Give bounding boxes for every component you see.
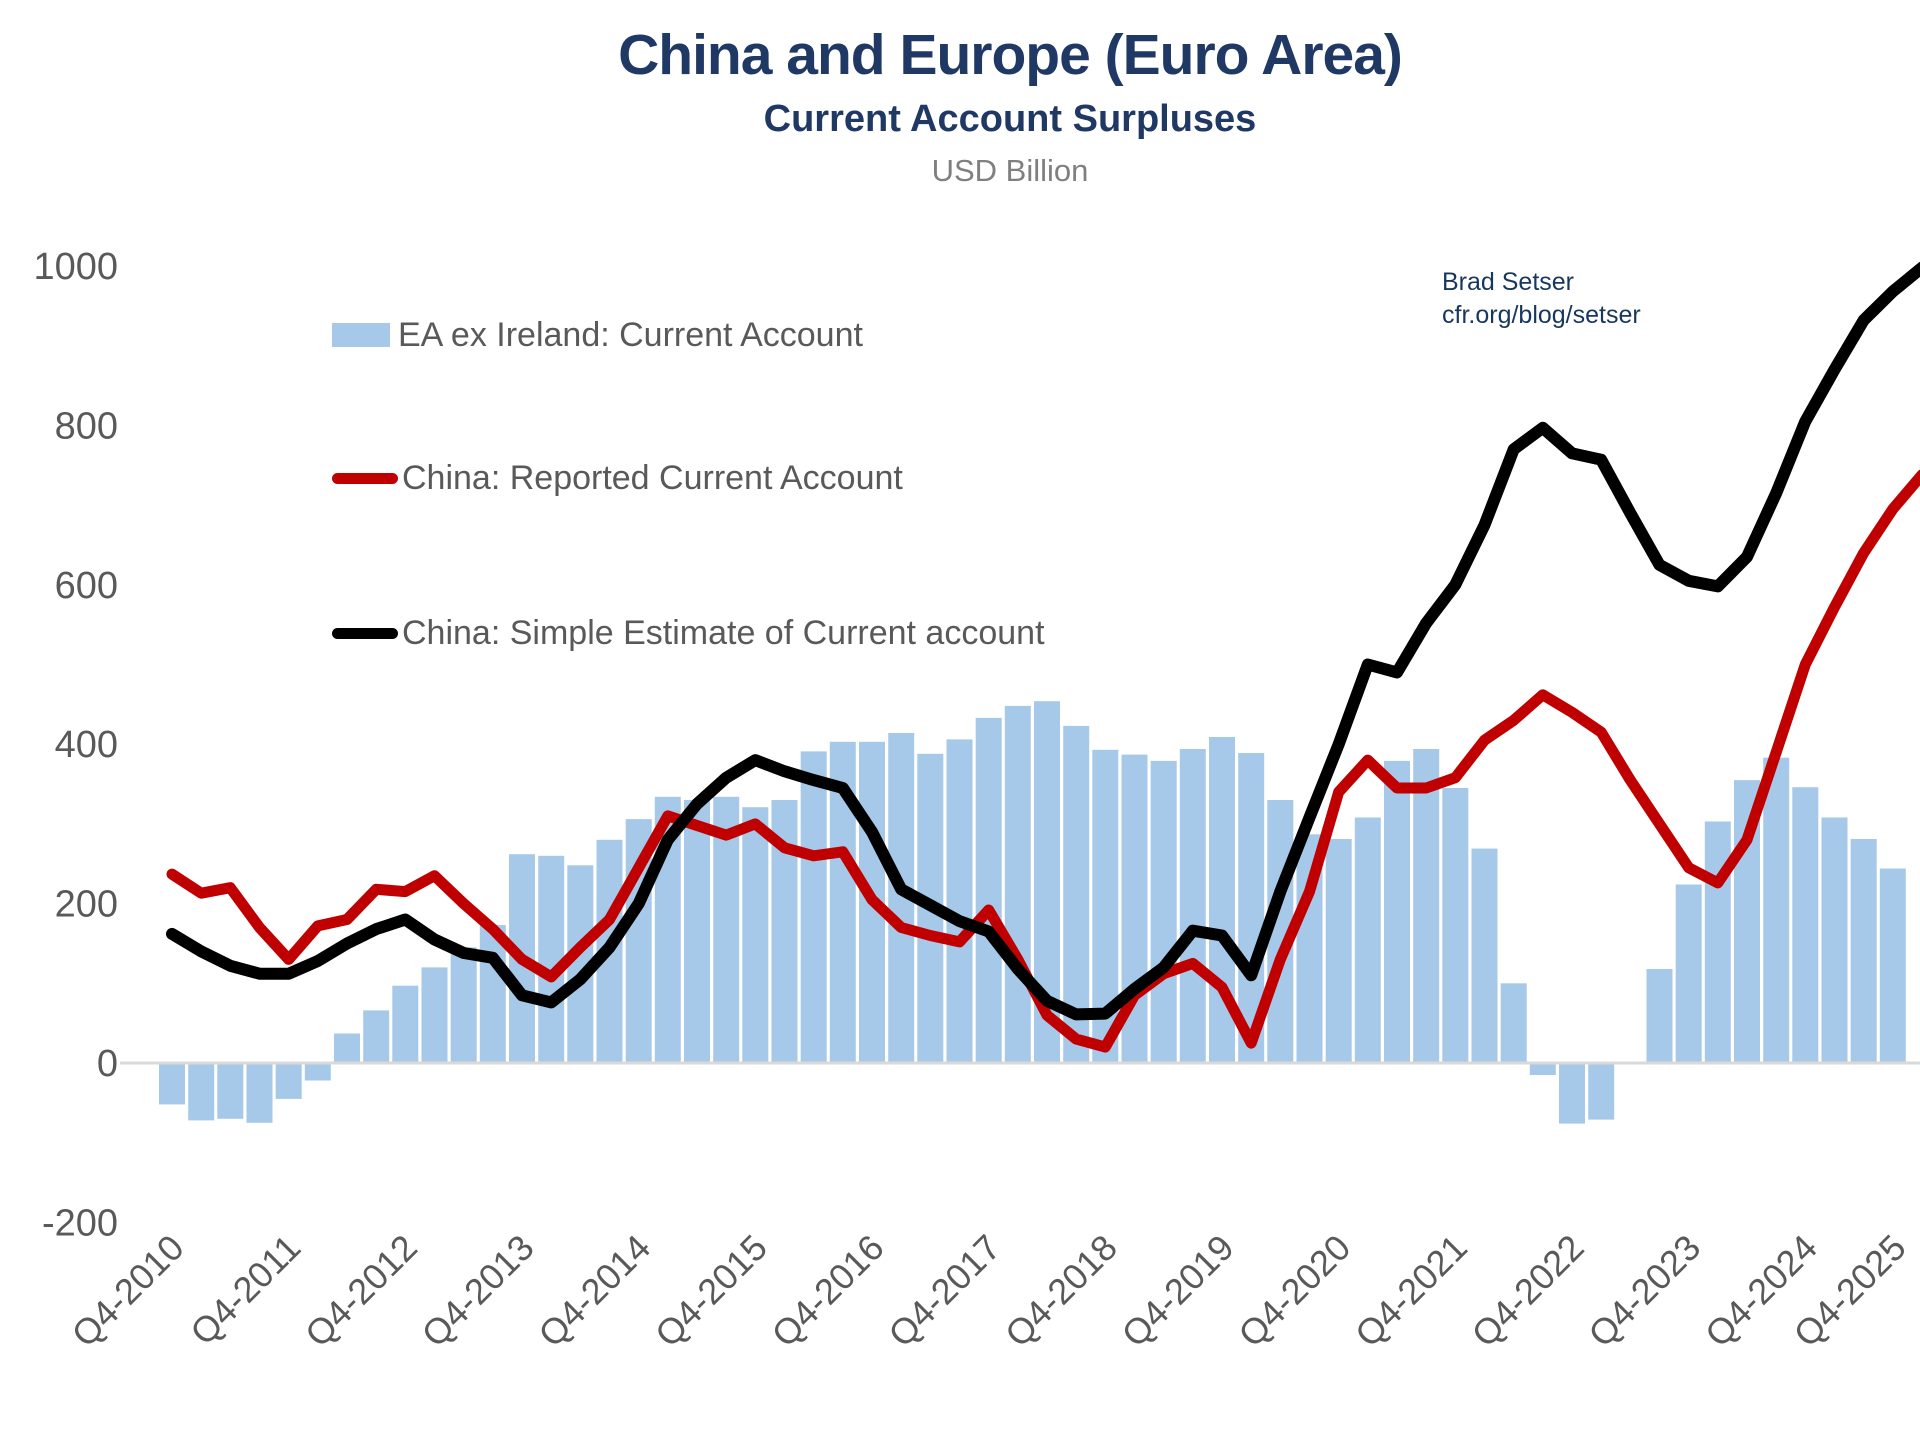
legend-item-china-estimate: China: Simple Estimate of Current accoun… — [332, 610, 1045, 656]
legend-label: China: Simple Estimate of Current accoun… — [402, 613, 1045, 652]
ea-current-account-bar — [1588, 1063, 1615, 1120]
ea-current-account-bar — [1646, 969, 1673, 1063]
ea-current-account-bar — [421, 967, 448, 1063]
ea-current-account-bar — [1384, 760, 1410, 1063]
legend-item-ea-bars: EA ex Ireland: Current Account — [332, 312, 863, 358]
ea-current-account-bar — [800, 751, 827, 1063]
ea-current-account-bar — [975, 717, 1002, 1063]
ea-current-account-bar — [275, 1063, 302, 1099]
ea-current-account-bar — [1821, 817, 1848, 1063]
ea-current-account-bar — [217, 1063, 244, 1119]
legend-label: EA ex Ireland: Current Account — [398, 315, 863, 354]
ea-current-account-bar — [392, 985, 419, 1063]
legend-swatch-red-line-icon — [332, 472, 398, 484]
attribution: Brad Setser cfr.org/blog/setser — [1442, 266, 1641, 331]
chart-subtitle: Current Account Surpluses — [763, 98, 1257, 140]
ea-current-account-bar — [742, 807, 769, 1063]
legend-item-china-reported: China: Reported Current Account — [332, 455, 903, 501]
x-axis-tick-label: Q4-2021 — [1347, 1227, 1475, 1355]
ea-current-account-bar — [1179, 749, 1206, 1063]
x-axis-tick-label: Q4-2012 — [297, 1227, 425, 1355]
x-axis-tick-label: Q4-2020 — [1230, 1227, 1358, 1355]
y-axis-tick-label: 200 — [55, 884, 118, 926]
ea-current-account-bar — [304, 1063, 331, 1081]
ea-current-account-bar — [1529, 1063, 1556, 1075]
ea-current-account-bar — [713, 796, 740, 1063]
ea-current-account-bar — [1763, 757, 1790, 1063]
chart-title: China and Europe (Euro Area) — [618, 23, 1403, 87]
ea-current-account-bar — [188, 1063, 215, 1121]
chart-units-label: USD Billion — [931, 153, 1089, 188]
ea-current-account-bar — [1850, 839, 1877, 1063]
attribution-author: Brad Setser — [1442, 268, 1575, 296]
ea-current-account-bar — [1500, 983, 1527, 1063]
ea-current-account-bar — [1413, 749, 1440, 1063]
ea-current-account-bar — [1150, 760, 1177, 1063]
x-axis-tick-label: Q4-2014 — [530, 1227, 658, 1355]
x-axis-tick-label: Q4-2016 — [764, 1227, 892, 1355]
ea-current-account-bar — [538, 855, 565, 1063]
x-axis-tick-label: Q4-2023 — [1580, 1227, 1708, 1355]
ea-current-account-bar — [1675, 884, 1702, 1063]
ea-current-account-bar — [159, 1063, 185, 1105]
x-axis-tick-label: Q4-2011 — [182, 1227, 308, 1353]
ea-current-account-bar — [363, 1010, 390, 1063]
x-axis-tick-label: Q4-2010 — [64, 1227, 192, 1355]
y-axis-tick-label: 800 — [55, 405, 118, 447]
x-axis-tick-label: Q4-2017 — [880, 1227, 1008, 1355]
china-estimate-line — [166, 261, 1920, 1021]
ea-current-account-bar — [1559, 1063, 1585, 1124]
ea-current-account-bar — [450, 947, 477, 1063]
china-reported-line — [166, 469, 1920, 1053]
chart-header: China and Europe (Euro Area) Current Acc… — [100, 22, 1920, 189]
y-axis-tick-label: 600 — [55, 565, 118, 607]
y-axis-tick-label: -200 — [42, 1202, 118, 1244]
x-axis-tick-label: Q4-2019 — [1114, 1227, 1242, 1355]
ea-current-account-bar — [946, 739, 973, 1063]
y-axis-tick-label: 400 — [55, 724, 118, 766]
legend-swatch-bar-icon — [332, 323, 390, 347]
ea-current-account-bar — [1879, 868, 1906, 1063]
x-axis-tick-label: Q4-2013 — [414, 1227, 542, 1355]
ea-current-account-bar — [1354, 817, 1381, 1063]
attribution-url: cfr.org/blog/setser — [1442, 300, 1641, 329]
ea-current-account-bar — [684, 800, 710, 1063]
ea-current-account-bar — [1792, 787, 1819, 1063]
legend-label: China: Reported Current Account — [402, 458, 903, 497]
ea-current-account-bar — [334, 1033, 360, 1063]
x-axis-tick-label: Q4-2022 — [1464, 1227, 1592, 1355]
ea-current-account-bar — [1471, 848, 1498, 1063]
ea-current-account-bar — [1004, 705, 1031, 1063]
ea-current-account-bar — [1325, 839, 1352, 1063]
ea-current-account-bar — [246, 1063, 273, 1123]
y-axis-tick-label: 0 — [97, 1043, 118, 1085]
legend-swatch-black-line-icon — [332, 627, 398, 639]
ea-current-account-bar — [1442, 788, 1469, 1063]
x-axis-tick-label: Q4-2018 — [997, 1227, 1125, 1355]
ea-current-account-bar — [479, 925, 506, 1063]
ea-current-account-bar — [1704, 821, 1731, 1063]
y-axis-tick-label: 1000 — [33, 246, 118, 288]
x-axis-tick-label: Q4-2015 — [647, 1227, 775, 1355]
